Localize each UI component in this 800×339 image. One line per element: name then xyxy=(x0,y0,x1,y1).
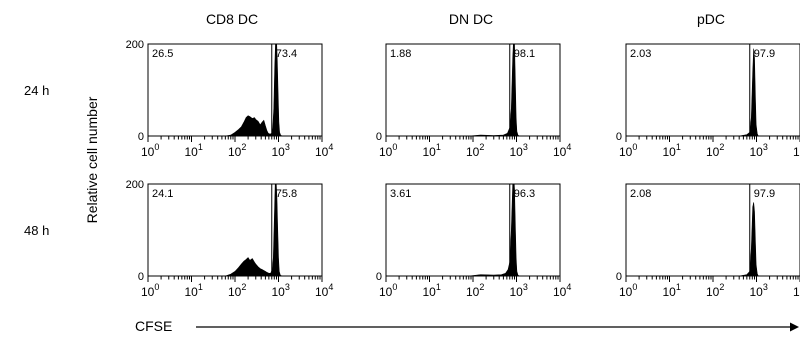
x-tick-label: 100 xyxy=(619,142,637,159)
column-title-cd8-dc: CD8 DC xyxy=(206,11,258,27)
histogram-series xyxy=(468,44,521,137)
x-tick-label: 104 xyxy=(553,142,571,159)
x-tick-label: 102 xyxy=(228,282,246,299)
x-tick-label: 100 xyxy=(379,142,397,159)
y-tick-label: 0 xyxy=(376,271,382,283)
x-tick-label: 100 xyxy=(141,142,159,159)
x-axis-label: CFSE xyxy=(135,318,172,334)
column-title-dn-dc: DN DC xyxy=(449,11,493,27)
x-tick-label: 104 xyxy=(315,282,333,299)
x-tick-label: 104 xyxy=(315,142,333,159)
right-gate-percentage: 97.9 xyxy=(754,48,775,60)
right-gate-percentage: 96.3 xyxy=(514,188,535,200)
x-tick-label: 101 xyxy=(185,282,203,299)
x-tick-label: 101 xyxy=(423,142,441,159)
histogram-series xyxy=(468,184,521,277)
x-tick-label: 101 xyxy=(423,282,441,299)
x-axis-title: CFSE xyxy=(135,318,799,334)
left-gate-percentage: 1.88 xyxy=(390,48,411,60)
panel-pdc-24-h: 2.03 97.9 100 101 102 103 104 0 xyxy=(616,43,800,159)
x-tick-label: 104 xyxy=(793,282,800,299)
x-tick-label: 102 xyxy=(466,282,484,299)
right-gate-percentage: 98.1 xyxy=(514,48,535,60)
column-titles: CD8 DC DN DC pDC xyxy=(206,11,725,27)
panels: 26.5 73.4 100 101 102 103 104 200 0 1.88 98.1 100 10… xyxy=(126,39,800,299)
left-gate-percentage: 26.5 xyxy=(152,48,173,60)
x-tick-label: 101 xyxy=(185,142,203,159)
y-tick-label: 200 xyxy=(126,39,144,51)
y-tick-label: 200 xyxy=(126,179,144,191)
right-gate-percentage: 97.9 xyxy=(754,188,775,200)
x-tick-label: 100 xyxy=(141,282,159,299)
histogram-series xyxy=(739,202,759,277)
histogram-series xyxy=(225,184,284,277)
left-gate-percentage: 2.08 xyxy=(630,188,651,200)
x-tick-label: 103 xyxy=(272,142,290,159)
right-gate-percentage: 73.4 xyxy=(276,48,297,60)
row-label-24h: 24 h xyxy=(24,83,49,98)
row-label-48h: 48 h xyxy=(24,223,49,238)
y-tick-label: 0 xyxy=(138,271,144,283)
x-tick-label: 103 xyxy=(750,142,768,159)
y-tick-label: 0 xyxy=(138,131,144,143)
row-labels: 24 h 48 h xyxy=(24,83,49,238)
x-tick-label: 102 xyxy=(706,282,724,299)
right-gate-percentage: 75.8 xyxy=(276,188,297,200)
x-tick-label: 103 xyxy=(510,282,528,299)
left-gate-percentage: 2.03 xyxy=(630,48,651,60)
x-tick-label: 104 xyxy=(553,282,571,299)
x-tick-label: 103 xyxy=(272,282,290,299)
panel-cd8-dc-48-h: 24.1 75.8 100 101 102 103 104 200 0 xyxy=(126,179,334,299)
x-tick-label: 101 xyxy=(663,282,681,299)
y-tick-label: 0 xyxy=(376,131,382,143)
histogram-series xyxy=(739,48,759,137)
x-tick-label: 100 xyxy=(379,282,397,299)
x-tick-label: 103 xyxy=(510,142,528,159)
x-tick-label: 103 xyxy=(750,282,768,299)
x-tick-label: 102 xyxy=(228,142,246,159)
y-tick-label: 0 xyxy=(616,131,622,143)
panel-cd8-dc-24-h: 26.5 73.4 100 101 102 103 104 200 0 xyxy=(126,39,334,159)
column-title-pdc: pDC xyxy=(697,11,725,27)
y-tick-label: 0 xyxy=(616,271,622,283)
x-tick-label: 102 xyxy=(466,142,484,159)
y-axis-label: Relative cell number xyxy=(84,96,100,223)
x-tick-label: 101 xyxy=(663,142,681,159)
x-tick-label: 102 xyxy=(706,142,724,159)
left-gate-percentage: 3.61 xyxy=(390,188,411,200)
x-tick-label: 100 xyxy=(619,282,637,299)
panel-pdc-48-h: 2.08 97.9 100 101 102 103 104 0 xyxy=(616,183,800,299)
panel-dn-dc-24-h: 1.88 98.1 100 101 102 103 104 0 xyxy=(376,43,571,159)
left-gate-percentage: 24.1 xyxy=(152,188,173,200)
x-tick-label: 104 xyxy=(793,142,800,159)
panel-dn-dc-48-h: 3.61 96.3 100 101 102 103 104 0 xyxy=(376,183,571,299)
histogram-series xyxy=(225,44,283,137)
x-axis-arrowhead xyxy=(790,322,799,332)
